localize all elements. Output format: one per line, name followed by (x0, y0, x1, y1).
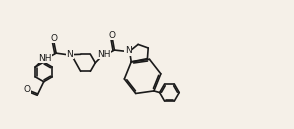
Text: O: O (109, 31, 116, 40)
Text: O: O (23, 85, 30, 94)
Text: N: N (66, 50, 73, 59)
Text: O: O (50, 34, 57, 43)
Text: NH: NH (98, 50, 111, 59)
Text: N: N (125, 46, 131, 55)
Text: NH: NH (38, 54, 52, 63)
